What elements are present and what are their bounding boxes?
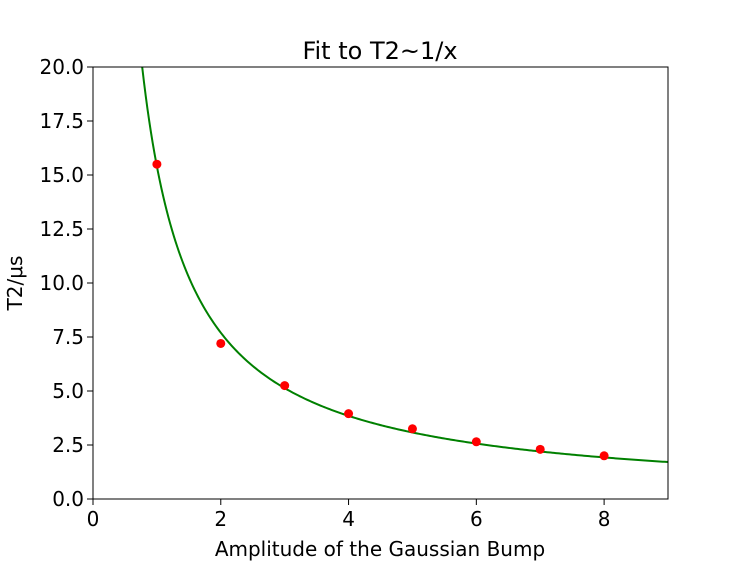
y-axis-title: T2/μs xyxy=(3,256,27,312)
y-tick-label: 20.0 xyxy=(39,55,84,79)
data-point xyxy=(599,451,609,461)
x-tick-label: 8 xyxy=(598,507,611,531)
data-point xyxy=(152,159,162,169)
y-axis: 0.0 2.5 5.0 7.5 10.0 12.5 15.0 17.5 20.0 xyxy=(39,55,93,511)
y-tick-label: 0.0 xyxy=(52,487,84,511)
x-tick-label: 6 xyxy=(470,507,483,531)
chart-title: Fit to T2~1/x xyxy=(302,37,457,65)
data-point xyxy=(407,424,417,434)
x-axis: 0 2 4 6 8 xyxy=(87,499,611,531)
data-point xyxy=(216,338,226,348)
data-point xyxy=(535,444,545,454)
fit-curve xyxy=(141,67,668,464)
x-tick-label: 2 xyxy=(214,507,227,531)
y-tick-label: 5.0 xyxy=(52,379,84,403)
y-tick-label: 12.5 xyxy=(39,217,84,241)
plot-area xyxy=(141,67,668,464)
y-tick-label: 10.0 xyxy=(39,271,84,295)
data-point xyxy=(344,409,354,419)
plot-frame xyxy=(92,66,669,500)
y-tick-label: 2.5 xyxy=(52,433,84,457)
y-tick-label: 7.5 xyxy=(52,325,84,349)
x-tick-label: 0 xyxy=(87,507,100,531)
y-tick-label: 15.0 xyxy=(39,163,84,187)
y-tick-label: 17.5 xyxy=(39,109,84,133)
data-point xyxy=(471,437,481,447)
x-tick-label: 4 xyxy=(342,507,355,531)
x-axis-title: Amplitude of the Gaussian Bump xyxy=(215,537,545,561)
data-point xyxy=(280,381,290,391)
